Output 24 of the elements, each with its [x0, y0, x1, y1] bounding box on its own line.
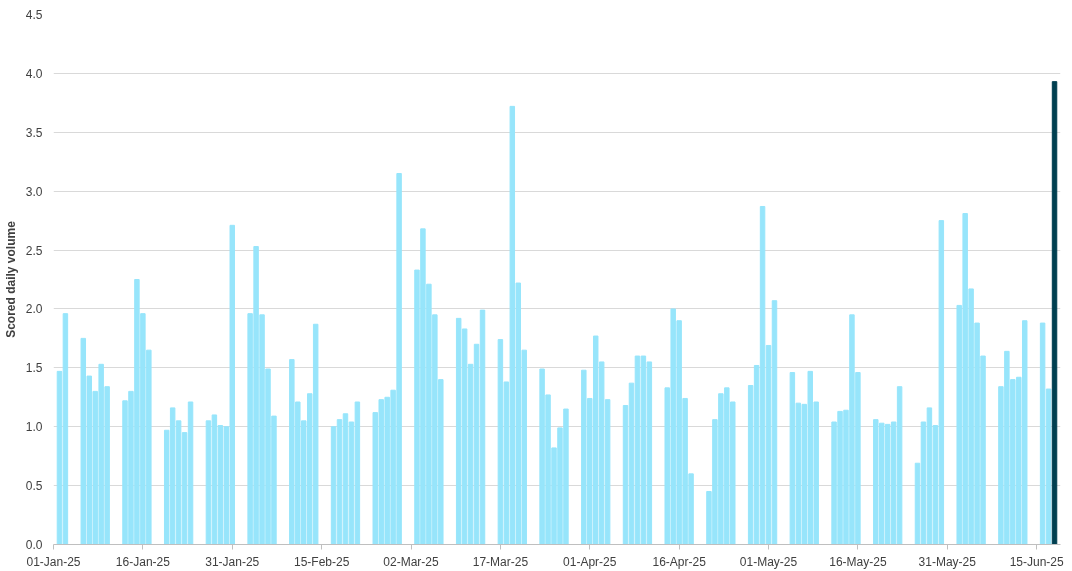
x-tick-label: 15-Jun-25 — [1009, 554, 1065, 569]
x-tick-label: 16-Apr-25 — [652, 554, 707, 569]
y-tick-label: 2.0 — [25, 302, 43, 317]
y-tick-label: 3.0 — [25, 184, 43, 199]
x-tick-label: 31-May-25 — [918, 554, 977, 569]
y-tick-label: 1.5 — [25, 361, 43, 376]
bar — [1051, 81, 1058, 545]
y-tick-label: 0.0 — [25, 538, 43, 552]
y-tick-label: 4.0 — [25, 66, 43, 81]
x-tick-label: 01-Apr-25 — [563, 554, 617, 569]
x-tick-label: 01-Jan-25 — [26, 554, 81, 569]
x-tick-label: 01-May-25 — [739, 554, 798, 569]
y-tick-label: 4.5 — [25, 8, 43, 22]
y-tick-label: 0.5 — [25, 479, 43, 494]
y-tick-label: 3.5 — [25, 125, 43, 140]
x-tick-label: 02-Mar-25 — [383, 554, 440, 569]
x-tick-label: 15-Feb-25 — [293, 554, 350, 569]
y-axis-title: Scored daily volume — [3, 220, 18, 338]
x-tick-label: 16-May-25 — [829, 554, 887, 569]
y-tick-label: 2.5 — [25, 243, 43, 258]
x-tick-label: 16-Jan-25 — [115, 554, 171, 569]
y-tick-label: 1.0 — [25, 420, 43, 435]
x-tick-label: 17-Mar-25 — [472, 554, 529, 569]
x-tick-label: 31-Jan-25 — [205, 554, 260, 569]
